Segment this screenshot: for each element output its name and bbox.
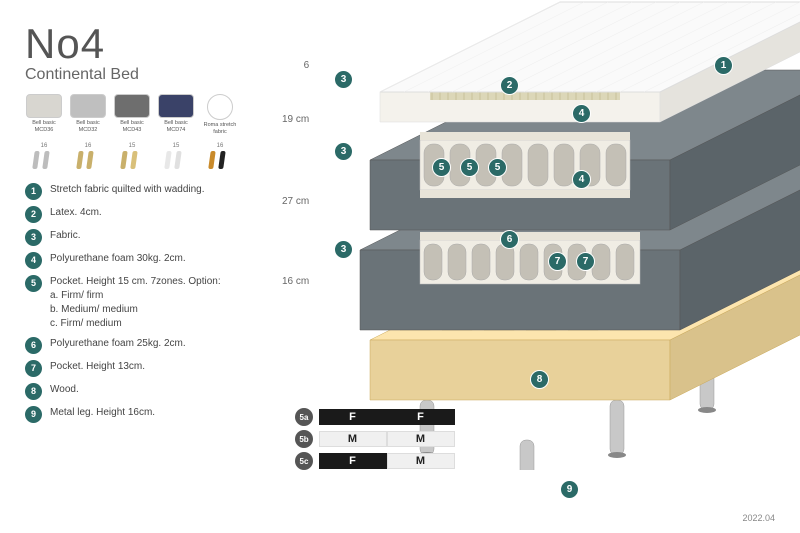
legend-text: Polyurethane foam 25kg. 2cm. <box>50 337 186 351</box>
callout-badge: 4 <box>572 170 591 189</box>
legend-badge: 5 <box>25 275 42 292</box>
legend-badge: 4 <box>25 252 42 269</box>
revision-date: 2022.04 <box>742 513 775 523</box>
legend-text: Pocket. Height 13cm. <box>50 360 145 374</box>
callout-badge: 2 <box>500 76 519 95</box>
leg-option: 16 <box>69 143 107 171</box>
fabric-swatch: Bell basic MCD43 <box>113 94 151 135</box>
leg-option: 16 <box>25 143 63 171</box>
legend-badge: 9 <box>25 406 42 423</box>
firmness-options: 5aFF 5bMM 5cFM <box>295 408 455 474</box>
callout-badge: 6 <box>500 230 519 249</box>
firmness-row: 5aFF <box>295 408 455 426</box>
legend-text: Latex. 4cm. <box>50 206 102 220</box>
leg-option: 15 <box>157 143 195 171</box>
callout-badge: 8 <box>530 370 549 389</box>
legend-badge: 3 <box>25 229 42 246</box>
legend-badge: 8 <box>25 383 42 400</box>
callout-badge: 5 <box>460 158 479 177</box>
fabric-swatch: Bell basic MCD36 <box>25 94 63 135</box>
legend-badge: 7 <box>25 360 42 377</box>
callout-badge: 5 <box>488 158 507 177</box>
leg-option: 15 <box>113 143 151 171</box>
callout-badge: 5 <box>432 158 451 177</box>
callout-badge: 7 <box>576 252 595 271</box>
legend-badge: 6 <box>25 337 42 354</box>
callout-badge: 1 <box>714 56 733 75</box>
callout-badge: 3 <box>334 142 353 161</box>
legend-text: Stretch fabric quilted with wadding. <box>50 183 205 197</box>
legend-text: Polyurethane foam 30kg. 2cm. <box>50 252 186 266</box>
legend-badge: 1 <box>25 183 42 200</box>
legend-text: Wood. <box>50 383 79 397</box>
legend-text: Fabric. <box>50 229 81 243</box>
firmness-row: 5cFM <box>295 452 455 470</box>
legend-text: Metal leg. Height 16cm. <box>50 406 155 420</box>
fabric-swatch: Bell basic MCD74 <box>157 94 195 135</box>
firmness-row: 5bMM <box>295 430 455 448</box>
leg-option: 16 <box>201 143 239 171</box>
legend-text: Pocket. Height 15 cm. 7zones. Option: a.… <box>50 275 221 331</box>
legend-badge: 2 <box>25 206 42 223</box>
callout-badge: 4 <box>572 104 591 123</box>
fabric-swatch: Roma stretch fabric <box>201 94 239 135</box>
fabric-swatch: Bell basic MCD32 <box>69 94 107 135</box>
callout-badge: 3 <box>334 240 353 259</box>
callout-badge: 3 <box>334 70 353 89</box>
callout-badge: 7 <box>548 252 567 271</box>
callout-badge: 9 <box>560 480 579 499</box>
